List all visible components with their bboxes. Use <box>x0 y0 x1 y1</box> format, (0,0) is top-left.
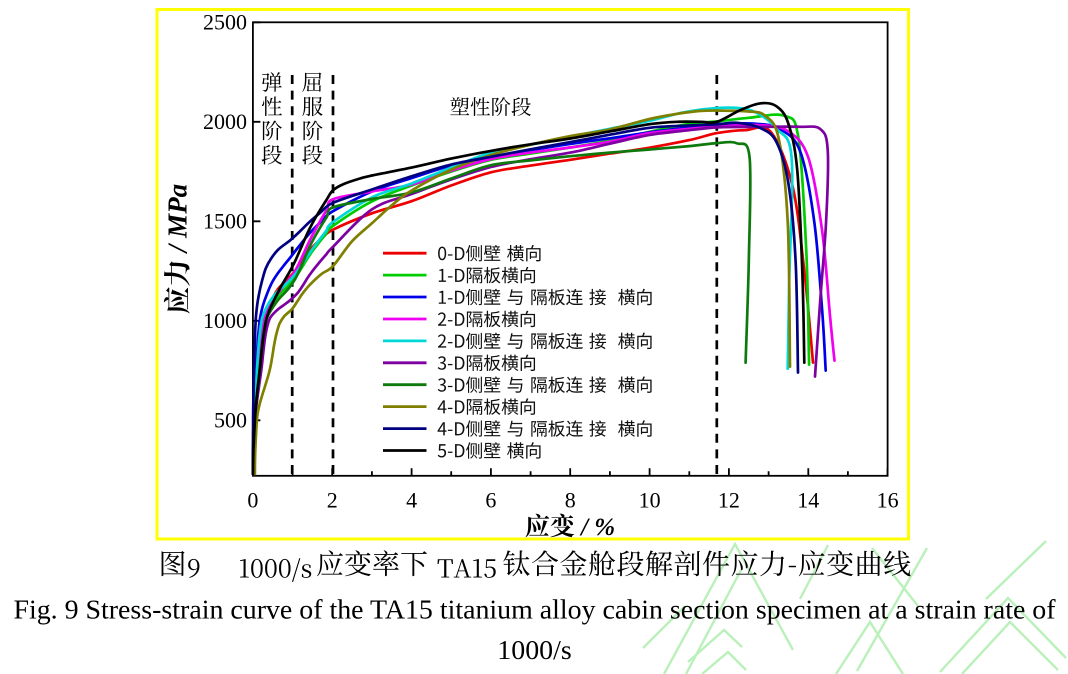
svg-text:4: 4 <box>406 488 417 513</box>
svg-text:500: 500 <box>214 408 247 433</box>
svg-text:1000/s: 1000/s <box>497 635 571 666</box>
svg-text:Fig. 9 Stress-strain curve of: Fig. 9 Stress-strain curve of the TA15 t… <box>13 595 1056 626</box>
svg-text:1000: 1000 <box>203 308 247 333</box>
svg-text:%: % <box>594 514 615 541</box>
svg-text:0: 0 <box>247 488 258 513</box>
svg-text:12: 12 <box>718 488 740 513</box>
svg-text:/: / <box>162 242 192 254</box>
svg-text:2: 2 <box>327 488 338 513</box>
svg-text:8: 8 <box>565 488 576 513</box>
svg-text:6: 6 <box>485 488 496 513</box>
svg-text:2500: 2500 <box>203 10 247 35</box>
svg-text:/: / <box>579 514 590 541</box>
svg-text:14: 14 <box>797 488 819 513</box>
svg-text:MPa: MPa <box>162 184 192 239</box>
svg-text:10: 10 <box>639 488 661 513</box>
svg-text:2000: 2000 <box>203 109 247 134</box>
svg-text:1500: 1500 <box>203 209 247 234</box>
svg-text:16: 16 <box>877 488 899 513</box>
